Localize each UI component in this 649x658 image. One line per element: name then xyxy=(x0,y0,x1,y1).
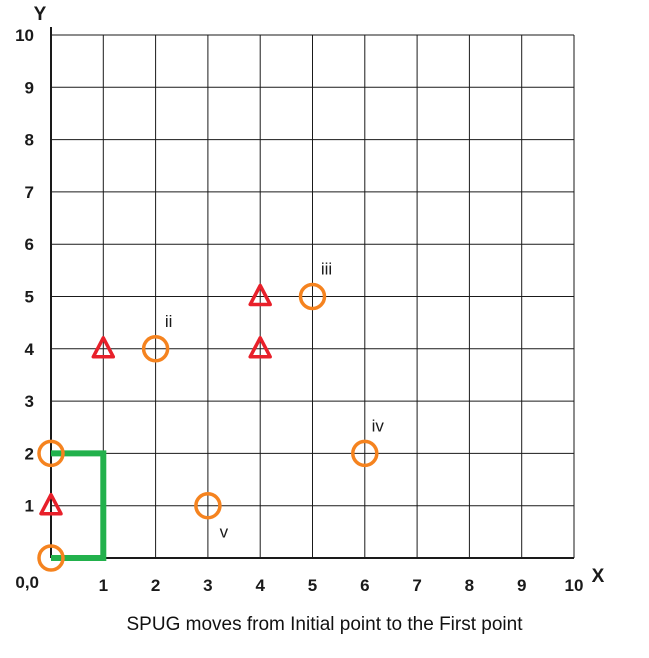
x-tick-label: 7 xyxy=(412,576,421,595)
circle-marker xyxy=(141,335,170,363)
x-tick-label: 10 xyxy=(565,576,584,595)
triangle-marker xyxy=(91,336,116,359)
triangle-marker xyxy=(248,283,272,307)
y-tick-label: 5 xyxy=(25,288,34,307)
spug-path xyxy=(51,450,107,561)
circle-marker xyxy=(37,439,65,468)
x-tick-label: 6 xyxy=(360,576,369,595)
point-label-v: v xyxy=(220,523,229,542)
y-tick-label: 6 xyxy=(25,235,34,254)
y-tick-label: 3 xyxy=(25,392,34,411)
y-tick-label: 9 xyxy=(25,78,34,97)
triangle-marker xyxy=(248,336,272,359)
x-tick-label: 2 xyxy=(151,576,160,595)
x-tick-label: 1 xyxy=(99,576,108,595)
circle-marker xyxy=(298,282,327,311)
y-tick-label: 8 xyxy=(25,131,34,150)
x-tick-label: 3 xyxy=(203,576,212,595)
circle-marker xyxy=(37,544,65,572)
circle-marker xyxy=(351,439,379,468)
point-label-iii: iii xyxy=(321,260,332,279)
y-axis-title: Y xyxy=(34,4,47,25)
circle-marker xyxy=(194,491,222,520)
caption: SPUG moves from Initial point to the Fir… xyxy=(126,614,523,635)
y-tick-label: 7 xyxy=(25,183,34,202)
point-label-ii: ii xyxy=(165,312,173,331)
point-label-iv: iv xyxy=(372,416,385,435)
x-tick-label: 5 xyxy=(308,576,317,595)
triangle-marker xyxy=(39,492,63,516)
x-tick-label: 4 xyxy=(255,576,265,595)
x-tick-label: 9 xyxy=(517,576,526,595)
y-tick-label: 4 xyxy=(25,340,35,359)
x-tick-label: 8 xyxy=(465,576,474,595)
origin-label: 0,0 xyxy=(15,573,39,592)
y-tick-label: 2 xyxy=(25,444,34,463)
y-tick-label: 1 xyxy=(25,497,34,516)
y-tick-label: 10 xyxy=(15,26,34,45)
x-axis-title: X xyxy=(592,566,605,587)
